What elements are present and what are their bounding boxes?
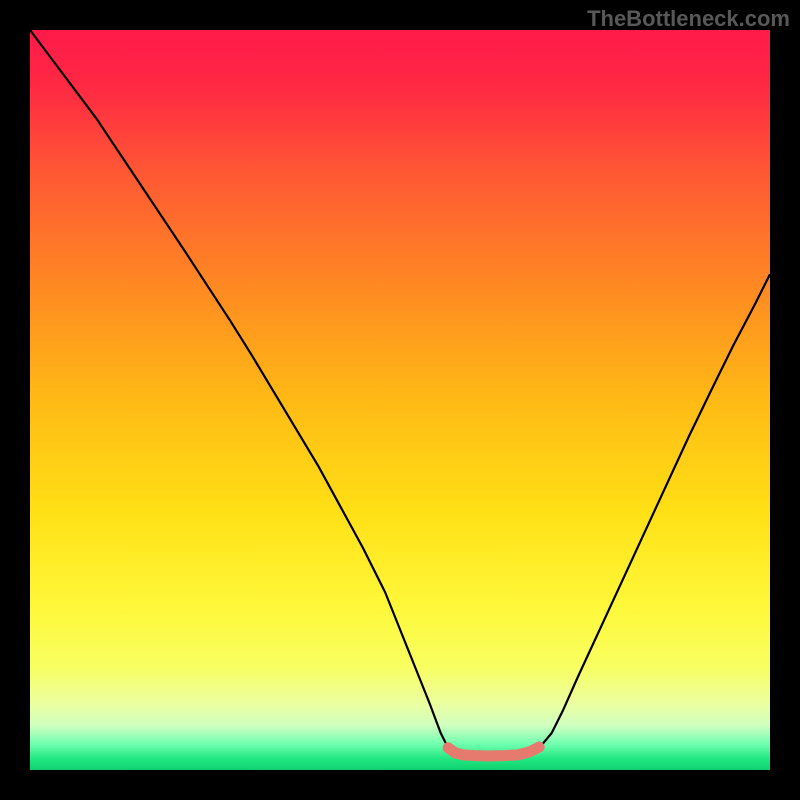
bottleneck-curve	[30, 30, 770, 770]
chart-container	[30, 30, 770, 770]
watermark-text: TheBottleneck.com	[587, 6, 790, 32]
